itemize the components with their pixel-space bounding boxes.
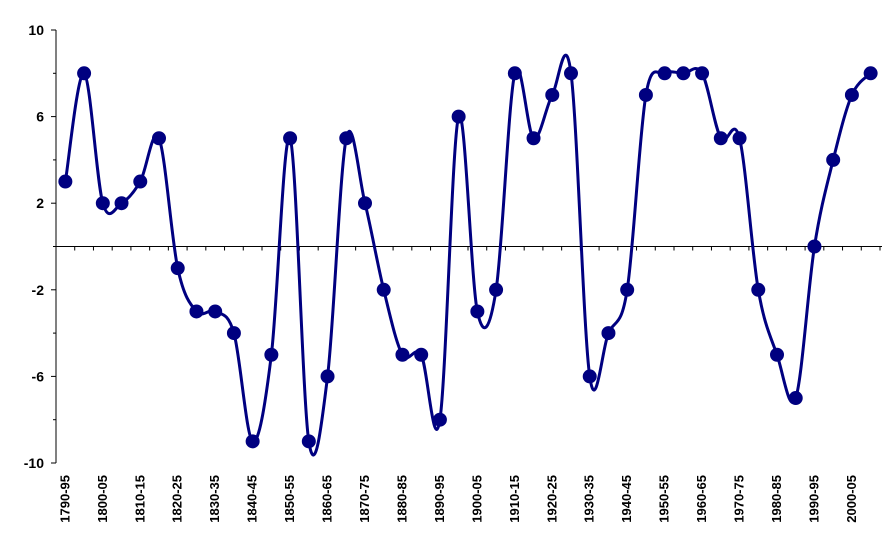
data-point	[245, 434, 260, 449]
data-point	[170, 261, 185, 276]
x-tick-label: 1930-35	[582, 475, 597, 523]
data-point	[133, 174, 148, 189]
data-point	[489, 282, 504, 297]
data-point	[376, 282, 391, 297]
data-point	[657, 66, 672, 81]
data-point	[470, 304, 485, 319]
x-tick-label: 2000-05	[844, 475, 859, 523]
data-point	[414, 347, 429, 362]
x-tick-label: 1790-95	[57, 475, 72, 523]
data-point	[339, 131, 354, 146]
x-axis-ticks: 1790-95 1800-05 1810-15 1820-25 1830-35 1840-…	[55, 246, 881, 523]
x-tick-label: 1850-55	[282, 475, 297, 523]
data-point	[189, 304, 204, 319]
data-point	[601, 326, 616, 341]
x-tick-label: 1960-65	[694, 475, 709, 523]
data-point	[507, 66, 522, 81]
data-point	[152, 131, 166, 146]
x-tick-label: 1830-35	[207, 475, 222, 523]
x-tick-label: 1990-95	[806, 475, 821, 523]
data-point	[95, 196, 110, 211]
y-tick-label: 6	[36, 109, 44, 125]
data-point	[283, 131, 298, 146]
x-tick-label: 1950-55	[657, 475, 672, 523]
x-tick-label: 1900-05	[469, 475, 484, 523]
data-point	[676, 66, 691, 81]
data-point	[863, 66, 878, 81]
x-tick-label: 1820-25	[170, 475, 185, 523]
data-point	[320, 369, 335, 384]
y-tick-label: -10	[24, 455, 44, 471]
x-tick-label: 1980-85	[769, 475, 784, 523]
data-point	[264, 347, 279, 362]
y-tick-label: -2	[32, 282, 45, 298]
data-point	[844, 87, 859, 102]
x-tick-label: 1940-45	[619, 475, 634, 523]
x-tick-label: 1880-85	[394, 475, 409, 523]
y-tick-label: 2	[36, 195, 44, 211]
data-point	[695, 66, 710, 81]
y-tick-label: -6	[32, 368, 45, 384]
data-point	[770, 347, 784, 362]
data-point	[545, 87, 560, 102]
x-tick-label: 1800-05	[95, 475, 110, 523]
data-point	[526, 131, 541, 146]
data-point	[751, 282, 766, 297]
data-point	[395, 347, 410, 362]
axes	[55, 30, 882, 463]
series-line	[63, 53, 872, 457]
data-point	[77, 66, 92, 81]
data-point	[807, 239, 822, 254]
data-point	[713, 131, 728, 146]
data-point	[301, 434, 316, 449]
y-tick-label: 10	[28, 22, 44, 38]
data-point	[451, 109, 466, 124]
x-tick-label: 1970-75	[732, 475, 747, 523]
y-axis-ticks: -10 -6 -2 2 6 10	[24, 22, 56, 471]
data-point	[582, 369, 597, 384]
data-point	[826, 152, 841, 167]
data-point	[564, 66, 578, 81]
data-point	[432, 412, 447, 427]
data-point	[208, 304, 223, 319]
data-point	[114, 196, 129, 211]
x-tick-label: 1920-25	[544, 475, 559, 523]
data-point	[226, 326, 241, 341]
x-tick-label: 1840-45	[245, 475, 260, 523]
data-point	[638, 87, 653, 102]
data-point	[620, 282, 635, 297]
x-tick-label: 1860-65	[320, 475, 335, 523]
data-point	[58, 174, 73, 189]
x-tick-label: 1910-15	[507, 475, 522, 523]
x-tick-label: 1870-75	[357, 475, 372, 523]
data-point	[732, 131, 747, 146]
data-point	[358, 196, 372, 211]
series-markers	[58, 66, 878, 449]
x-tick-label: 1890-95	[432, 475, 447, 523]
data-point	[788, 391, 803, 406]
x-tick-label: 1810-15	[132, 475, 147, 523]
